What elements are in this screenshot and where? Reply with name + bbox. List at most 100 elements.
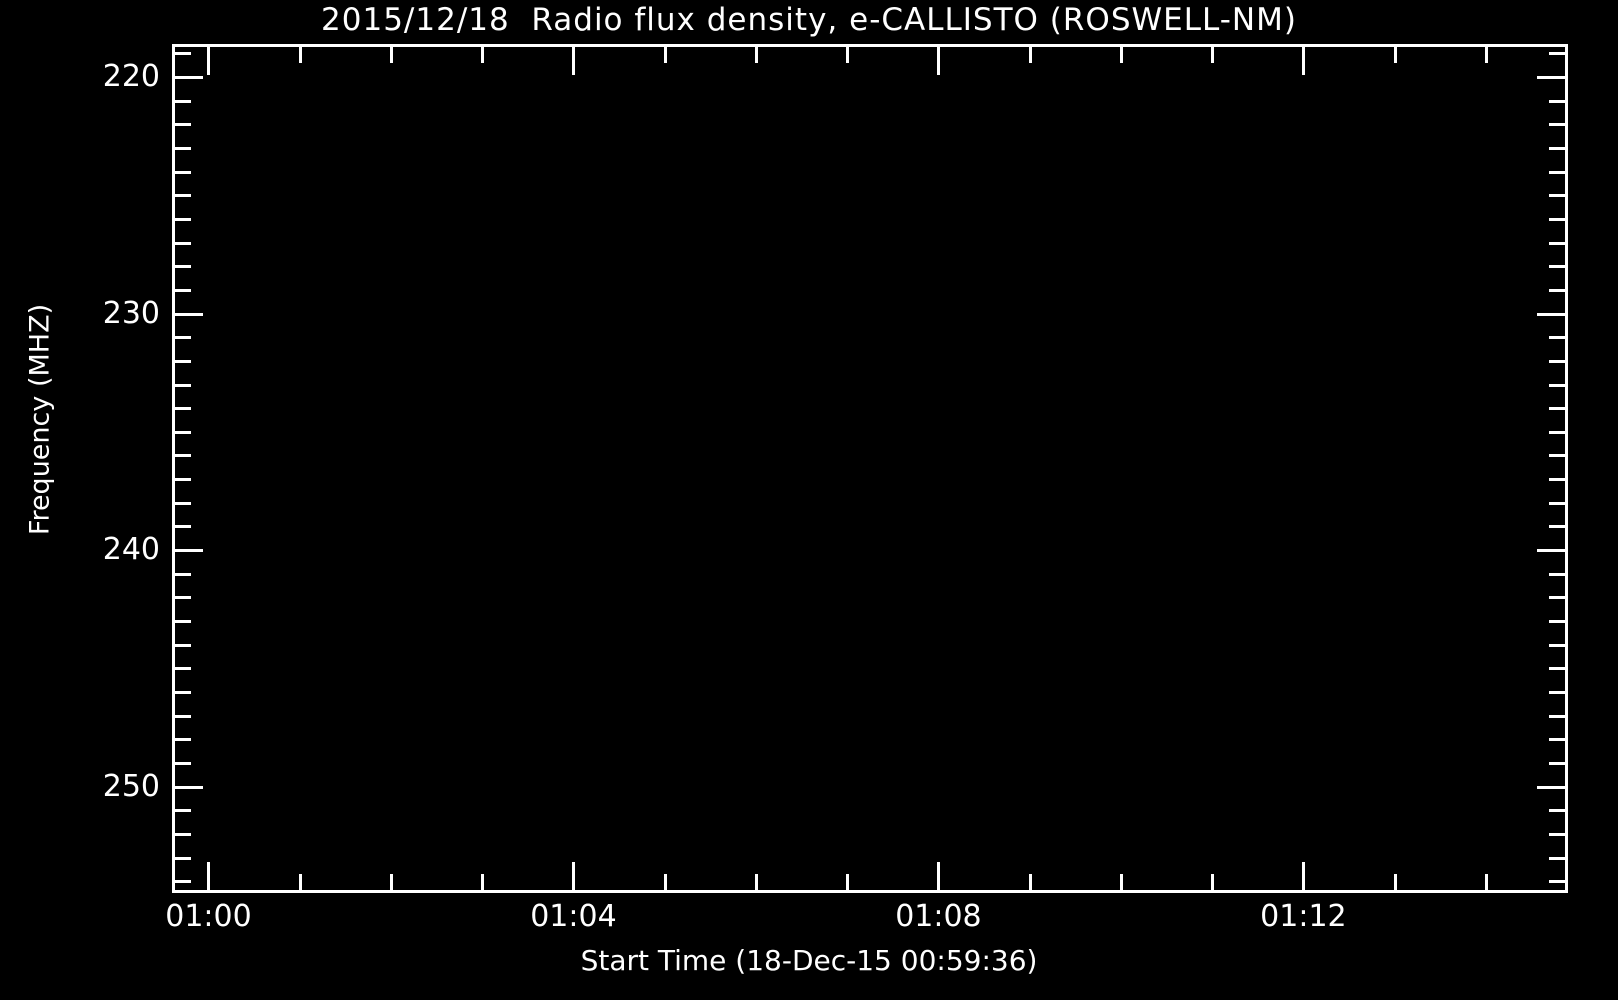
y-tick — [172, 76, 203, 80]
y-tick — [172, 218, 191, 221]
y-tick — [172, 123, 191, 127]
x-tick-top — [1028, 44, 1032, 63]
x-tick — [572, 862, 576, 893]
y-tick-right — [1549, 620, 1568, 624]
x-tick-top — [1211, 44, 1215, 63]
x-tick-top — [663, 44, 667, 63]
y-tick — [172, 809, 191, 813]
y-tick-right — [1549, 123, 1568, 127]
y-tick-right — [1549, 241, 1568, 245]
x-tick-top — [1393, 44, 1397, 63]
x-tick — [1028, 874, 1032, 893]
y-axis-title: Frequency (MHZ) — [24, 303, 56, 536]
y-tick-right — [1549, 99, 1568, 103]
x-tick-label: 01:00 — [165, 899, 252, 934]
y-tick — [172, 359, 191, 363]
y-tick-right — [1549, 856, 1568, 860]
x-tick-top — [481, 44, 485, 63]
x-tick — [1484, 874, 1488, 893]
x-tick — [207, 862, 211, 893]
y-tick-right — [1549, 359, 1568, 363]
x-tick — [298, 874, 302, 893]
y-tick-right — [1537, 785, 1568, 789]
y-tick — [172, 147, 191, 151]
y-tick — [172, 383, 191, 387]
y-tick — [172, 643, 191, 647]
x-tick — [481, 874, 485, 893]
y-tick — [172, 478, 191, 482]
y-tick-right — [1549, 880, 1568, 884]
y-tick-right — [1549, 832, 1568, 836]
x-tick — [846, 874, 850, 893]
y-tick — [172, 525, 191, 529]
y-tick — [172, 549, 203, 553]
x-tick-top — [1484, 44, 1488, 63]
y-tick-right — [1549, 714, 1568, 718]
y-tick-right — [1549, 147, 1568, 151]
x-tick — [663, 874, 667, 893]
x-tick — [754, 874, 758, 893]
y-tick — [172, 170, 191, 174]
x-tick-top — [389, 44, 393, 63]
y-tick — [172, 856, 191, 860]
x-tick — [937, 862, 941, 893]
y-tick-right — [1549, 501, 1568, 505]
y-tick — [172, 430, 191, 434]
y-tick-right — [1549, 454, 1568, 458]
y-tick — [172, 596, 191, 600]
page-title: 2015/12/18 Radio flux density, e-CALLIST… — [321, 2, 1297, 38]
x-tick-top — [846, 44, 850, 63]
y-tick-right — [1549, 478, 1568, 482]
y-tick-right — [1549, 265, 1568, 269]
y-tick-right — [1549, 430, 1568, 434]
y-tick — [172, 880, 191, 884]
y-tick-right — [1549, 336, 1568, 340]
x-tick-top — [572, 44, 576, 75]
y-tick-right — [1549, 596, 1568, 600]
x-tick-label: 01:08 — [895, 899, 982, 934]
x-tick — [389, 874, 393, 893]
y-tick — [172, 454, 191, 458]
y-tick — [172, 620, 191, 624]
y-tick — [172, 288, 191, 292]
y-tick-right — [1549, 525, 1568, 529]
y-tick — [172, 336, 191, 340]
x-tick-top — [1302, 44, 1306, 75]
x-tick-label: 01:12 — [1260, 899, 1347, 934]
y-tick-right — [1537, 76, 1568, 80]
y-tick-right — [1549, 218, 1568, 221]
y-tick — [172, 99, 191, 103]
y-tick-right — [1537, 312, 1568, 316]
y-tick — [172, 501, 191, 505]
y-tick-right — [1549, 572, 1568, 576]
y-tick-right — [1549, 383, 1568, 387]
y-tick-right — [1549, 809, 1568, 813]
y-tick-right — [1549, 407, 1568, 411]
y-tick-label: 220 — [102, 59, 160, 95]
plot-frame — [172, 44, 1568, 893]
x-tick — [1393, 874, 1397, 893]
y-tick — [172, 667, 191, 671]
y-tick — [172, 312, 203, 316]
y-tick — [172, 690, 191, 694]
y-tick-right — [1549, 170, 1568, 174]
y-tick-right — [1549, 738, 1568, 742]
y-tick-right — [1549, 52, 1568, 56]
y-tick-right — [1549, 643, 1568, 647]
y-tick — [172, 738, 191, 742]
y-tick — [172, 194, 191, 198]
x-tick-top — [754, 44, 758, 63]
x-tick-top — [1119, 44, 1123, 63]
y-tick — [172, 572, 191, 576]
y-tick-right — [1549, 194, 1568, 198]
y-tick — [172, 714, 191, 718]
y-tick-right — [1549, 667, 1568, 671]
y-tick — [172, 52, 191, 56]
y-tick — [172, 785, 203, 789]
x-axis-title: Start Time (18-Dec-15 00:59:36) — [580, 944, 1038, 977]
y-tick-label: 230 — [102, 295, 160, 331]
y-tick — [172, 761, 191, 765]
x-tick-top — [937, 44, 941, 75]
y-tick-label: 250 — [102, 768, 160, 804]
